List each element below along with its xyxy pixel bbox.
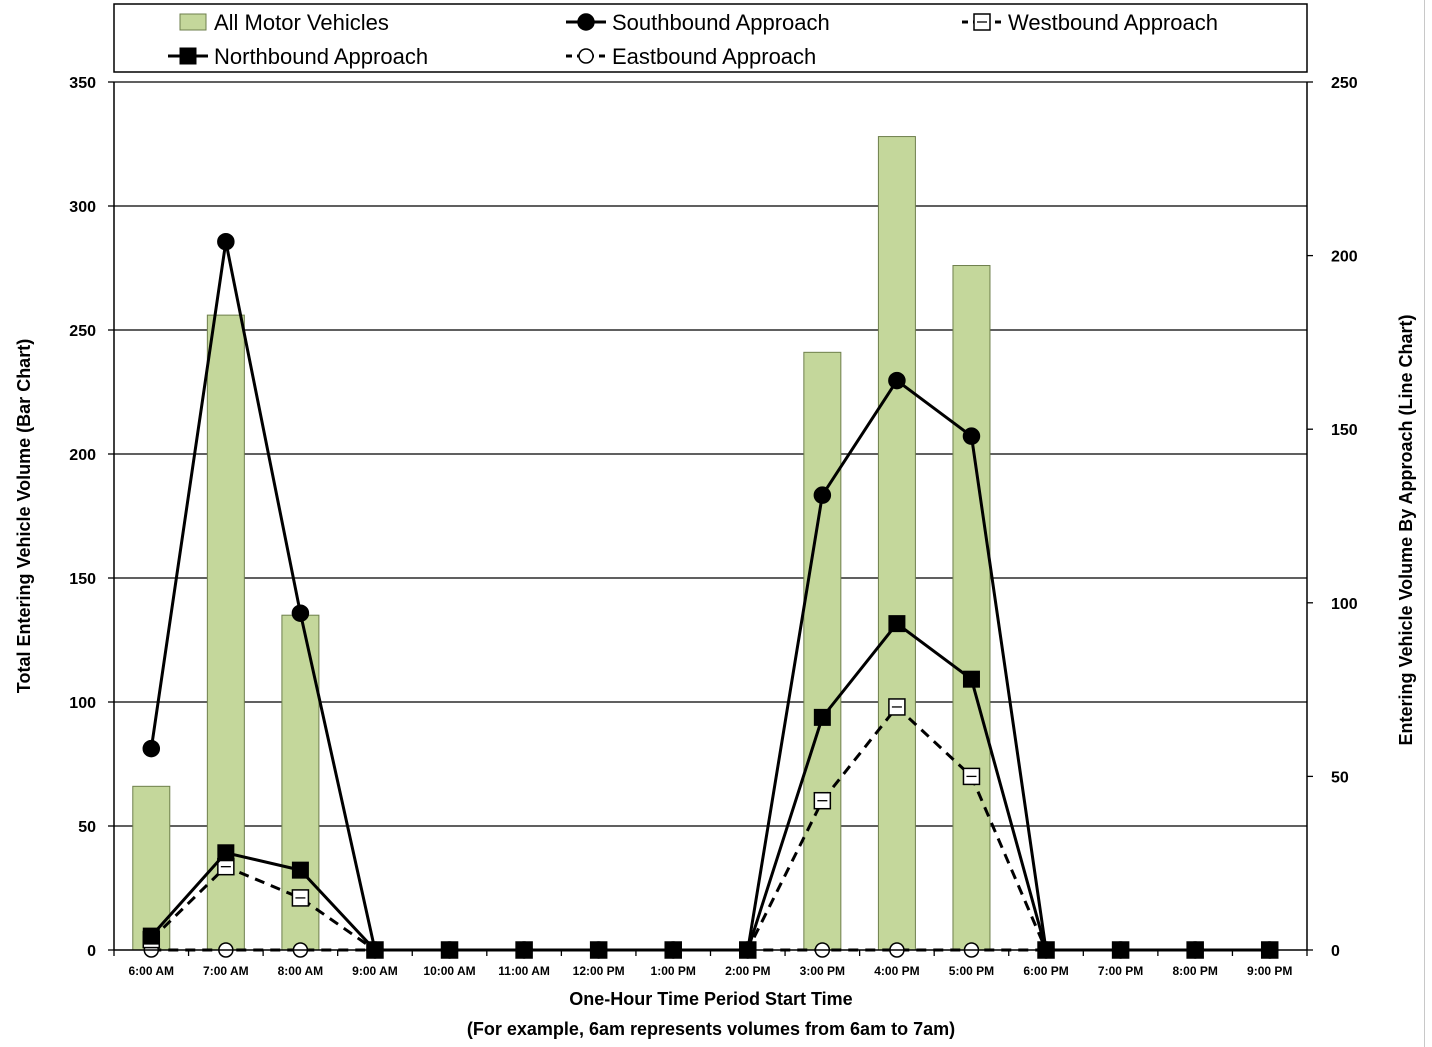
legend-box	[113, 3, 1308, 73]
x-tick-label: 5:00 PM	[949, 964, 994, 978]
legend-label: Southbound Approach	[612, 10, 830, 35]
legend-label: All Motor Vehicles	[214, 10, 389, 35]
data-point	[142, 739, 161, 758]
x-tick-label: 12:00 PM	[573, 964, 625, 978]
page-edge	[1424, 0, 1425, 1047]
bar	[877, 136, 916, 951]
x-tick-label: 1:00 PM	[651, 964, 696, 978]
x-tick-label: 7:00 AM	[203, 964, 249, 978]
data-point	[813, 486, 832, 504]
x-axis-subtitle: (For example, 6am represents volumes fro…	[467, 1019, 955, 1039]
legend-marker	[578, 48, 594, 64]
bar	[952, 265, 991, 951]
y-tick-label: 100	[69, 695, 96, 712]
legend-label: Westbound Approach	[1008, 10, 1218, 35]
bar	[206, 314, 245, 951]
legend-entry: Northbound Approach	[168, 44, 428, 69]
y2-axis-title: Entering Vehicle Volume By Approach (Lin…	[1396, 314, 1416, 745]
y2-tick-label: 50	[1331, 769, 1349, 786]
legend-marker	[179, 47, 197, 65]
data-point	[217, 844, 235, 862]
bar-series	[132, 136, 991, 951]
bar	[803, 351, 842, 951]
legend: All Motor Vehicles Southbound Approach Wes…	[113, 3, 1308, 73]
legend-label: Eastbound Approach	[612, 44, 816, 69]
data-point	[962, 670, 980, 688]
y2-tick-label: 200	[1331, 249, 1358, 266]
y-tick-label: 250	[69, 323, 96, 340]
data-point	[888, 615, 906, 633]
data-point	[291, 604, 310, 622]
legend-entry: All Motor Vehicles	[179, 10, 389, 35]
data-point	[291, 861, 309, 879]
y2-tick-label: 150	[1331, 422, 1358, 439]
y2-tick-label: 100	[1331, 596, 1358, 613]
x-axis-ticks: 6:00 AM 7:00 AM 8:00 AM 9:00 AM 10:00 AM 11:0…	[113, 950, 1308, 978]
x-tick-label: 6:00 AM	[128, 964, 174, 978]
legend-swatch	[179, 13, 207, 31]
data-point	[217, 232, 235, 251]
data-point	[813, 708, 831, 726]
y-axis-title: Total Entering Vehicle Volume (Bar Chart…	[14, 339, 34, 693]
y-tick-label: 300	[69, 199, 96, 216]
x-tick-label: 4:00 PM	[874, 964, 919, 978]
legend-entry: Eastbound Approach	[566, 44, 816, 69]
x-tick-label: 3:00 PM	[800, 964, 845, 978]
y-tick-label: 150	[69, 571, 96, 588]
y-tick-label: 350	[69, 75, 96, 92]
x-tick-label: 10:00 AM	[423, 964, 475, 978]
x-tick-label: 11:00 AM	[498, 964, 550, 978]
y2-axis-ticks: 0 50 100 150 200 250	[1307, 75, 1358, 960]
y-tick-label: 50	[78, 819, 96, 836]
legend-entry: Southbound Approach	[566, 10, 830, 35]
x-tick-label: 9:00 AM	[352, 964, 398, 978]
y-tick-label: 0	[87, 943, 96, 960]
x-tick-label: 7:00 PM	[1098, 964, 1143, 978]
y2-tick-label: 0	[1331, 943, 1340, 960]
legend-marker	[577, 13, 595, 31]
legend-label: Northbound Approach	[214, 44, 428, 69]
data-point	[142, 927, 160, 945]
x-tick-label: 8:00 PM	[1172, 964, 1217, 978]
y-axis-ticks: 0 50 100 150 200 250 300 350	[69, 75, 114, 960]
legend-entry: Westbound Approach	[962, 10, 1218, 35]
x-tick-label: 6:00 PM	[1023, 964, 1068, 978]
x-tick-label: 8:00 AM	[278, 964, 324, 978]
x-tick-label: 9:00 PM	[1247, 964, 1292, 978]
data-point	[962, 427, 981, 445]
y2-tick-label: 250	[1331, 75, 1358, 92]
y-tick-label: 200	[69, 447, 96, 464]
data-point	[888, 371, 906, 390]
x-axis-title: One-Hour Time Period Start Time	[569, 989, 852, 1009]
x-tick-label: 2:00 PM	[725, 964, 770, 978]
